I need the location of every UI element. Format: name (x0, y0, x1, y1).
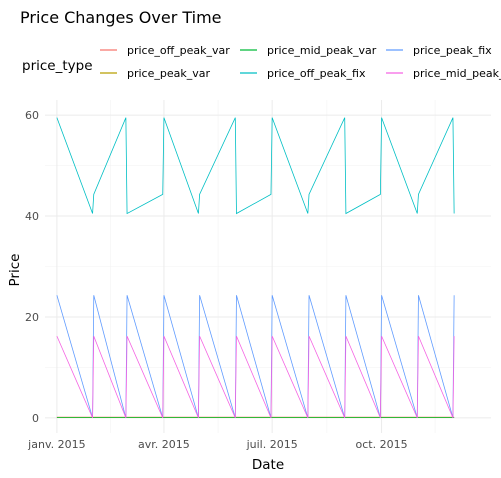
legend: price_off_peak_var price_peak_var price_mi… (100, 44, 501, 80)
x-axis-title: Date (252, 457, 284, 473)
legend-label-price_off_peak_var: price_off_peak_var (127, 44, 230, 57)
y-axis-title: Price (7, 254, 23, 287)
y-tick-label: 40 (25, 210, 39, 223)
y-tick-label: 20 (25, 311, 39, 324)
x-tick-label: janv. 2015 (27, 438, 85, 451)
legend-title: price_type (22, 58, 93, 74)
x-tick-label: juil. 2015 (246, 438, 298, 451)
legend-label-price_peak_var: price_peak_var (127, 67, 210, 80)
y-tick-label: 0 (32, 412, 39, 425)
x-tick-label: avr. 2015 (138, 438, 190, 451)
series-line-price_peak_fix (56, 295, 455, 418)
series-line-price_off_peak_fix (56, 117, 455, 215)
legend-label-price_mid_peak_fix: price_mid_peak_fix (413, 67, 501, 80)
y-axis-ticks: 0 20 40 60 (25, 109, 39, 425)
x-axis-ticks: janv. 2015 avr. 2015 juil. 2015 oct. 2015 (27, 438, 407, 451)
series-lines (56, 117, 455, 419)
chart-title: Price Changes Over Time (20, 8, 222, 27)
legend-label-price_mid_peak_var: price_mid_peak_var (267, 44, 377, 57)
x-tick-label: oct. 2015 (356, 438, 408, 451)
y-tick-label: 60 (25, 109, 39, 122)
legend-label-price_peak_fix: price_peak_fix (413, 44, 492, 57)
series-line-price_mid_peak_fix (56, 335, 455, 419)
legend-label-price_off_peak_fix: price_off_peak_fix (267, 67, 366, 80)
